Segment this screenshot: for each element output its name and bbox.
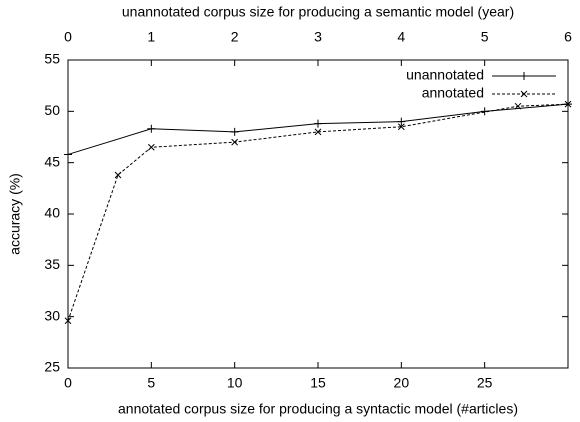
y-tick-label: 50	[44, 102, 60, 118]
data-point	[314, 119, 322, 128]
data-point	[231, 138, 239, 146]
data-point	[114, 171, 122, 179]
x2-tick-label: 2	[231, 29, 239, 45]
data-point	[64, 150, 72, 159]
x-tick-label: 20	[394, 375, 410, 391]
y-tick-label: 25	[44, 359, 60, 375]
x2-tick-label: 6	[564, 29, 572, 45]
x2-tick-label: 3	[314, 29, 322, 45]
plot-frame	[67, 59, 569, 369]
series-line	[67, 103, 569, 321]
x2-axis-label: unannotated corpus size for producing a …	[122, 4, 514, 20]
x-tick-label: 15	[310, 375, 326, 391]
y-tick-label: 45	[44, 153, 60, 169]
data-point	[564, 100, 572, 108]
x-tick-label: 10	[227, 375, 243, 391]
x-tick-label: 5	[147, 375, 155, 391]
y-tick-label: 55	[44, 51, 60, 67]
x-axis-label: annotated corpus size for producing a sy…	[118, 401, 518, 417]
y-tick-label: 35	[44, 256, 60, 272]
y-axis-label: accuracy (%)	[7, 173, 23, 255]
data-point	[397, 117, 406, 126]
data-point	[230, 127, 239, 136]
data-point	[64, 317, 72, 325]
x2-tick-label: 1	[147, 29, 155, 45]
x-tick-label: 0	[64, 375, 72, 391]
x2-tick-label: 4	[397, 29, 405, 45]
data-point	[397, 123, 405, 131]
legend-marker	[520, 72, 528, 80]
x2-tick-label: 5	[481, 29, 489, 45]
legend-label: annotated	[422, 85, 484, 101]
legend-marker	[520, 90, 528, 98]
y-tick-label: 40	[44, 205, 60, 221]
data-point	[314, 128, 322, 136]
y-tick-label: 30	[44, 307, 60, 323]
data-point	[514, 102, 522, 110]
x2-tick-label: 0	[64, 29, 72, 45]
data-point	[147, 143, 155, 151]
data-point	[147, 124, 156, 133]
legend-label: unannotated	[406, 67, 484, 83]
series-line	[67, 103, 569, 155]
x-tick-label: 25	[477, 375, 493, 391]
